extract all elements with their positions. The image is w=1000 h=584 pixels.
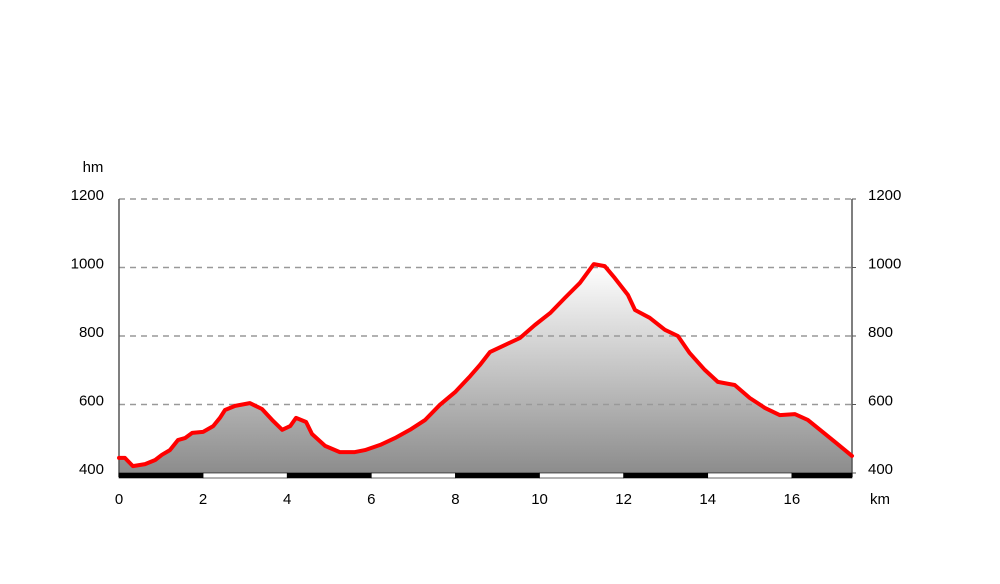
scale-bar bbox=[539, 472, 624, 479]
scale-bar bbox=[371, 472, 456, 479]
x-tick-label: 8 bbox=[451, 491, 459, 508]
x-tick-label: 0 bbox=[115, 491, 123, 508]
scale-bar bbox=[202, 472, 288, 479]
area-fill bbox=[119, 264, 852, 473]
y-tick-label: 600 bbox=[79, 392, 104, 409]
y-tick-label: 1200 bbox=[71, 187, 104, 204]
y2-tick-label: 1200 bbox=[868, 187, 901, 204]
scale-bar bbox=[455, 472, 540, 479]
y2-tick-label: 1000 bbox=[868, 255, 901, 272]
y2-tick-label: 600 bbox=[868, 392, 893, 409]
y2-tick-label: 400 bbox=[868, 461, 893, 478]
x-tick-label: 14 bbox=[699, 491, 716, 508]
y2-tick-label: 800 bbox=[868, 324, 893, 341]
y-tick-label: 400 bbox=[79, 461, 104, 478]
x-tick-label: 4 bbox=[283, 491, 291, 508]
elevation-line bbox=[117, 262, 854, 469]
y-tick-label: 800 bbox=[79, 324, 104, 341]
x-tick-label: 10 bbox=[531, 491, 548, 508]
x-axis-unit: km bbox=[870, 491, 890, 508]
scale-bar bbox=[286, 472, 372, 479]
scale-bar bbox=[118, 472, 204, 479]
x-tick-label: 12 bbox=[615, 491, 632, 508]
x-tick-label: 16 bbox=[784, 491, 801, 508]
scale-bar bbox=[707, 472, 793, 479]
x-tick-label: 6 bbox=[367, 491, 375, 508]
y-axis-unit: hm bbox=[83, 159, 104, 176]
scale-bar bbox=[791, 472, 853, 479]
y-tick-label: 1000 bbox=[71, 255, 104, 272]
scale-bar bbox=[623, 472, 709, 479]
x-tick-label: 2 bbox=[199, 491, 207, 508]
